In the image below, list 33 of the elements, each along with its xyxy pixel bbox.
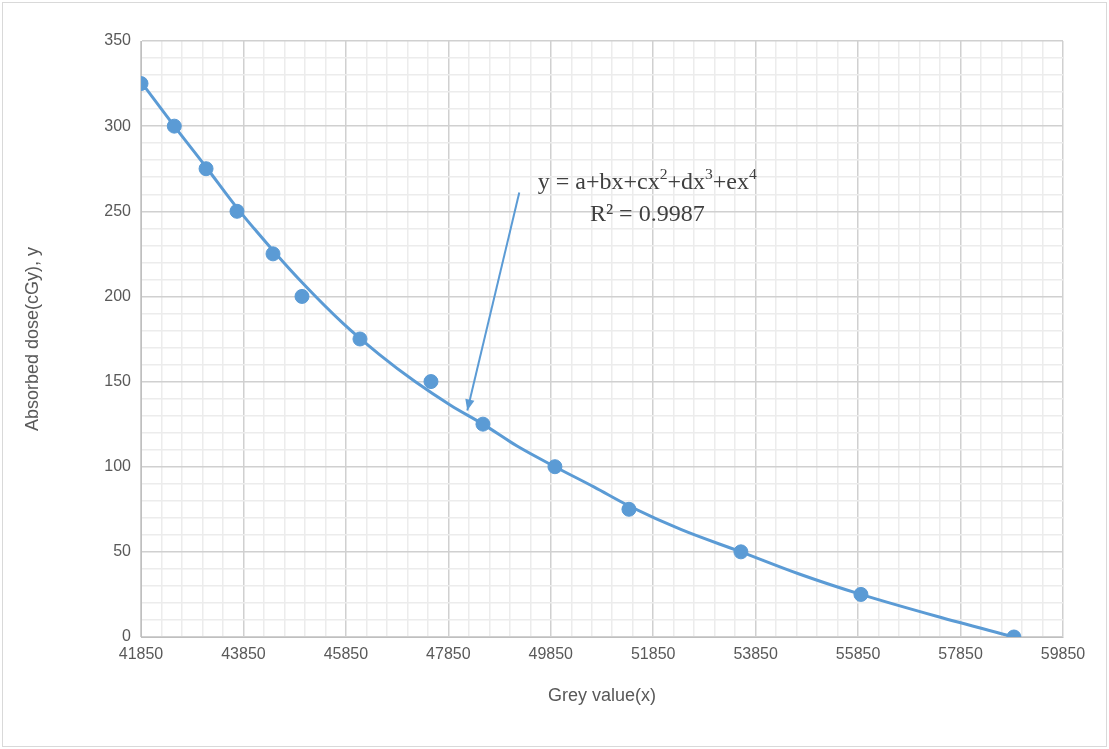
point (294, 288, 310, 304)
x-tick-label: 53850 (733, 645, 779, 663)
point (547, 459, 563, 475)
x-tick-label: 41850 (118, 645, 164, 663)
y-tick-label: 200 (104, 286, 132, 304)
y-tick-label: 300 (104, 116, 132, 134)
point (198, 161, 214, 177)
annotation: R² = 0.9987 (589, 199, 705, 226)
y-tick-label: 50 (113, 542, 132, 560)
point (265, 246, 281, 262)
x-tick-label: 45850 (323, 645, 369, 663)
y-tick-label: 350 (104, 31, 132, 49)
point (733, 544, 749, 560)
y-tick-label: 100 (104, 457, 132, 475)
x-tick-label: 49850 (528, 645, 574, 663)
point (621, 501, 637, 517)
point (853, 586, 869, 602)
point (166, 118, 182, 134)
x-tick-label: 47850 (426, 645, 471, 663)
x-axis-title: Grey value(x) (547, 685, 657, 706)
point (423, 374, 439, 390)
x-tick-label: 51850 (630, 645, 676, 663)
x-tick-label: 55850 (835, 645, 881, 663)
point (229, 203, 245, 219)
x-tick-label: 57850 (938, 645, 983, 663)
y-tick-label: 250 (104, 201, 132, 219)
y-axis-title: Absorbed dose(cGy), y (21, 246, 42, 432)
point (475, 416, 491, 432)
x-tick-label: 43850 (221, 645, 266, 663)
x-tick-label: 59850 (1040, 645, 1086, 663)
point (352, 331, 368, 347)
y-tick-label: 150 (104, 371, 132, 389)
y-tick-label: 0 (122, 627, 132, 645)
